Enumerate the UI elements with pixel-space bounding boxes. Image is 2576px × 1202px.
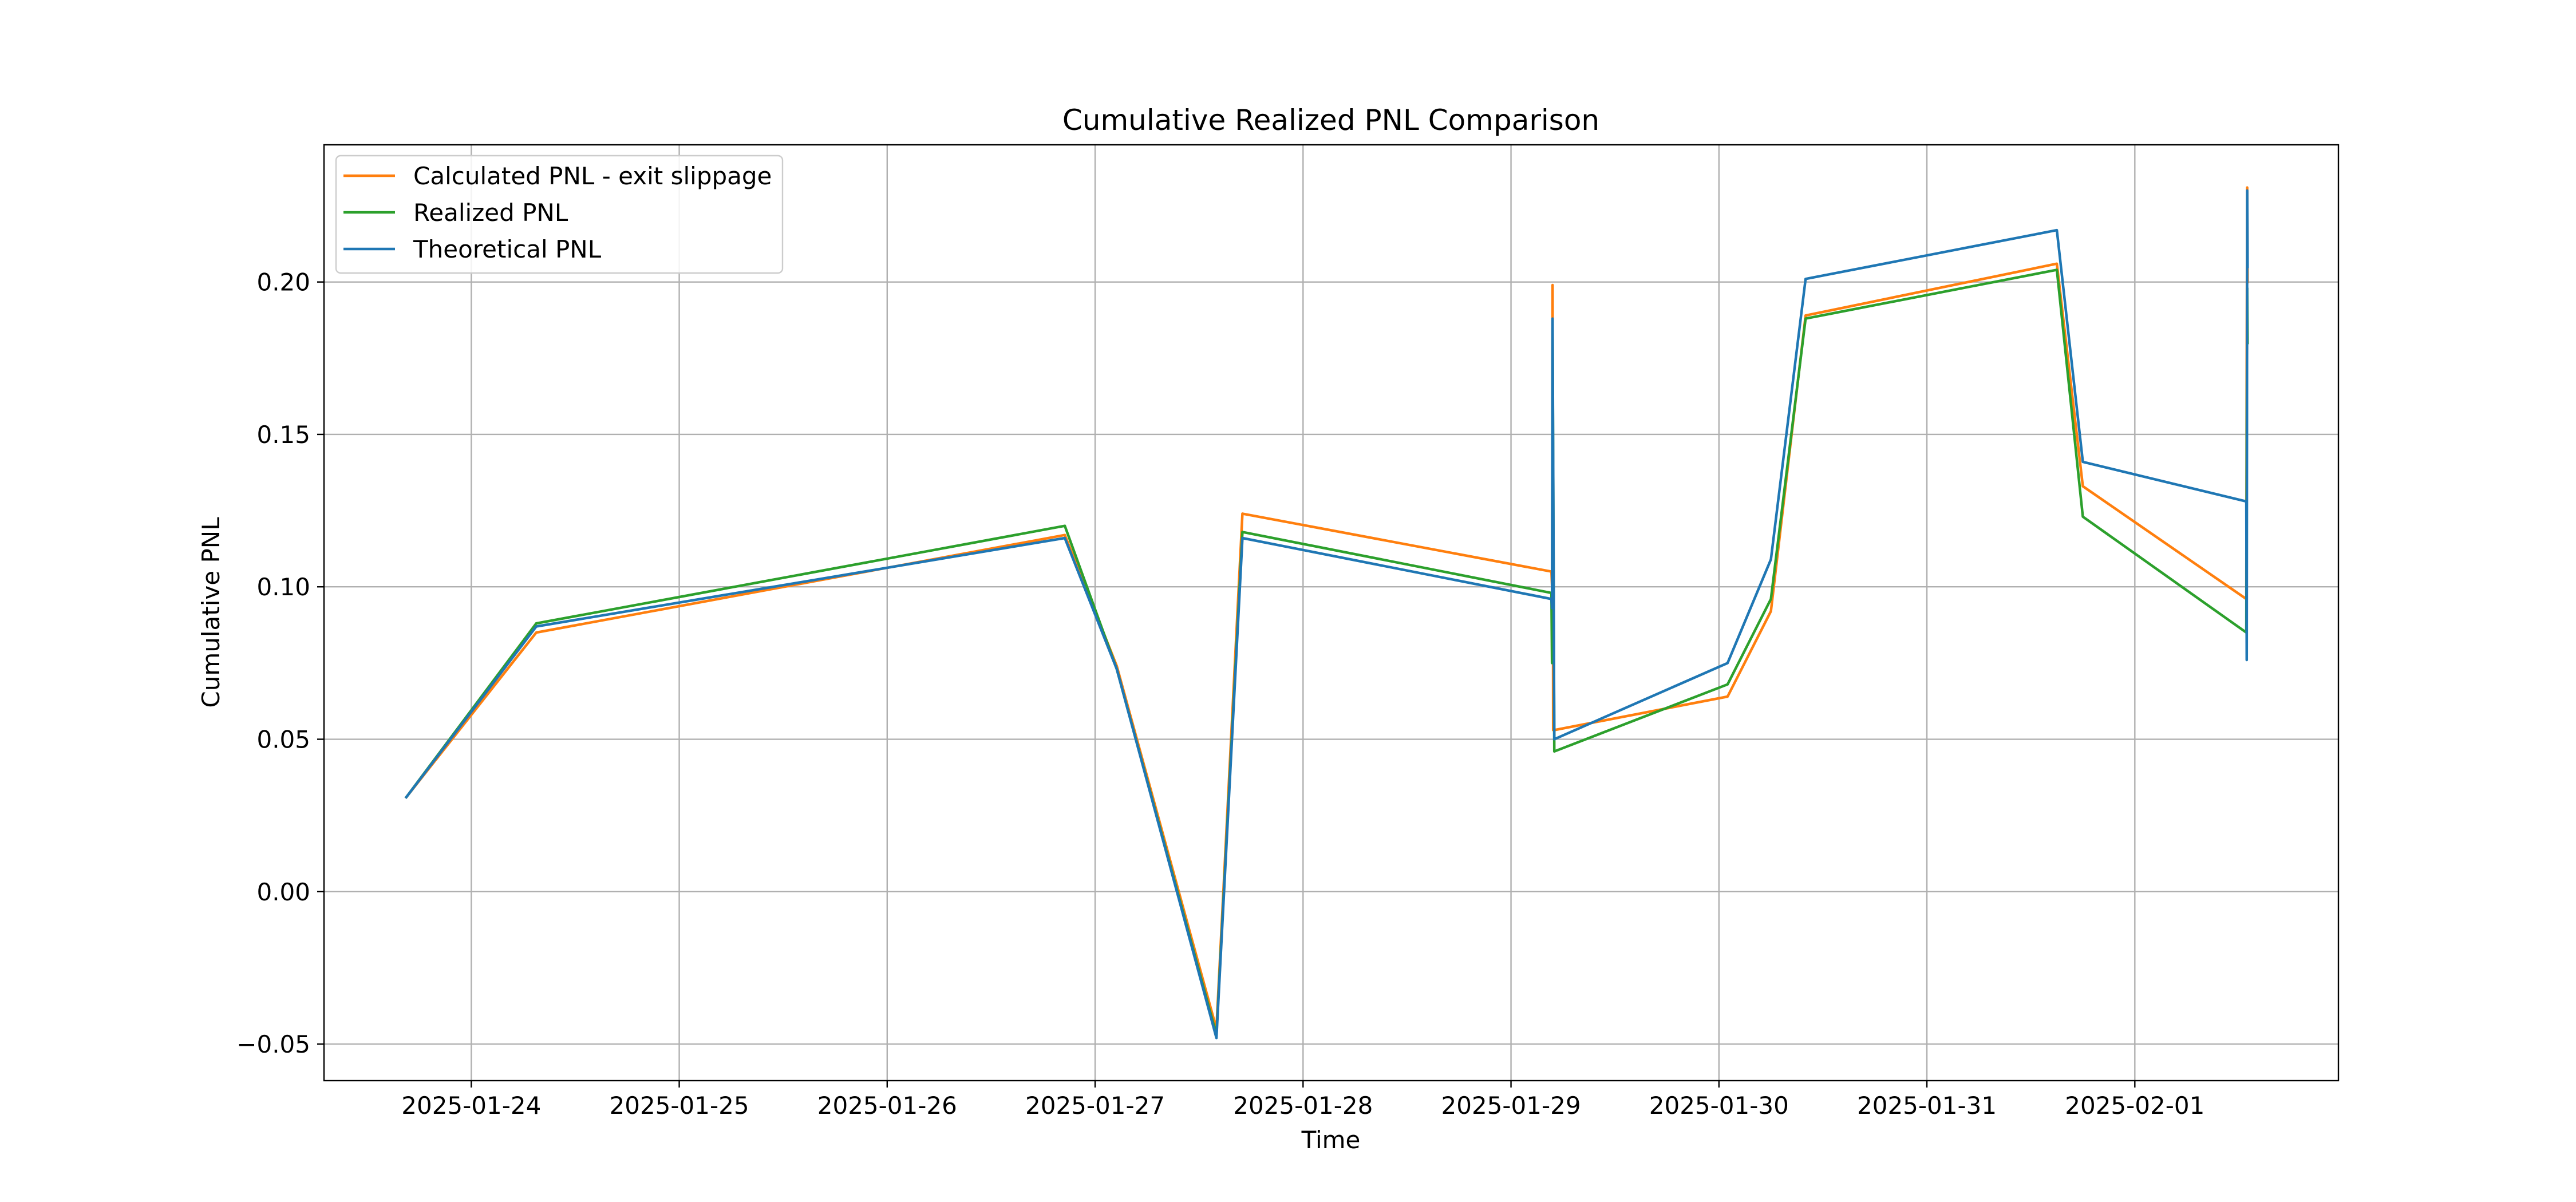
grid: [324, 145, 2338, 1081]
x-tick-label: 2025-01-29: [1441, 1092, 1581, 1120]
legend: Calculated PNL - exit slippage Realized P…: [335, 155, 784, 274]
plot-lines: [404, 186, 2249, 1039]
x-tick-label: 2025-01-30: [1649, 1092, 1789, 1120]
legend-label-1: Realized PNL: [413, 199, 568, 227]
x-tick-label: 2025-01-25: [610, 1092, 749, 1120]
y-tick-label: 0.10: [256, 573, 310, 601]
legend-box: [335, 155, 784, 274]
y-tick-label: 0.05: [256, 726, 310, 754]
y-tick-label: 0.15: [256, 421, 310, 449]
y-tick-label: −0.05: [236, 1030, 310, 1058]
x-tick-label: 2025-02-01: [2065, 1092, 2204, 1120]
y-tick-label: 0.00: [256, 878, 310, 906]
plot-frame: [323, 144, 2340, 1082]
legend-label-0: Calculated PNL - exit slippage: [413, 162, 772, 190]
x-tick-label: 2025-01-26: [817, 1092, 957, 1120]
x-tick-label: 2025-01-28: [1233, 1092, 1373, 1120]
y-tick-label: 0.20: [256, 268, 310, 296]
x-tick-label: 2025-01-31: [1857, 1092, 1997, 1120]
axis-ticks: 2025-01-24 2025-01-25 2025-01-26 2025-01-27…: [236, 268, 2204, 1120]
x-tick-label: 2025-01-27: [1025, 1092, 1165, 1120]
chart-title: Cumulative Realized PNL Comparison: [1062, 104, 1599, 137]
x-axis-label: Time: [1301, 1126, 1361, 1154]
y-axis-label: Cumulative PNL: [197, 517, 225, 708]
legend-label-2: Theoretical PNL: [413, 235, 602, 263]
series-line-2: [404, 189, 2249, 1039]
x-tick-label: 2025-01-24: [401, 1092, 541, 1120]
